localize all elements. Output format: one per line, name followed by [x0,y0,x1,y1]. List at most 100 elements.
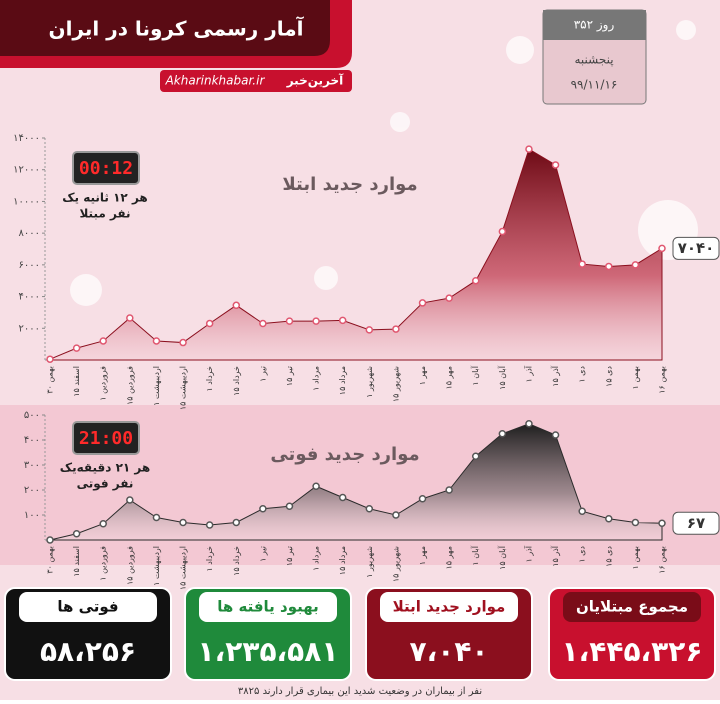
x-tick-label: ۱۵ مهر [445,546,454,570]
point [259,319,267,328]
x-tick-label: ۱ شهریور [365,546,374,578]
date-head [543,10,646,40]
stat-value: ۱،۴۴۵،۳۲۶ [562,635,703,668]
x-tick-label: ۱۵ آبان [497,545,507,570]
point [99,520,107,528]
x-tick-label: ۱۵ دی [604,546,613,567]
x-tick-label: ۱۵ خرداد [232,546,241,576]
x-tick-label: ۱۵ شهریور [391,546,400,582]
point [392,511,400,519]
value-label-box [672,511,720,535]
point [312,482,320,490]
stat-value: ۵۸،۲۵۶ [40,635,136,668]
annotation-line1: هر ۲۱ دقیقه‌یک [60,461,150,475]
x-tick-label: ۱۵ شهریور [391,366,400,402]
x-tick-label: ۱ مرداد [312,546,321,571]
y-tick-label: ۶۰۰۰ [19,260,40,271]
x-tick-label: ۱۵ مرداد [338,546,347,575]
x-tick-label: ۱ تیر [258,366,267,382]
x-tick-label: ۱ بهمن [631,366,640,389]
annotation-line2: نفر مبتلا [79,207,130,221]
stat-value: ۱،۲۳۵،۵۸۱ [198,635,339,668]
y-tick-label: ۱۰۰۰۰ [13,196,40,207]
x-tick-label: ۱ مهر [418,366,427,385]
date: ۹۹/۱۱/۱۶ [571,78,618,92]
point [471,452,480,460]
point [46,536,54,544]
x-tick-label: ۱ شهریور [365,366,374,398]
x-tick-label: ۱ بهمن [631,546,640,569]
x-tick-label: ۱ خرداد [205,546,214,572]
point [338,493,347,502]
logo: آخرین‌خبر [286,73,344,88]
point [658,519,666,527]
y-tick-label: ۵۰۰ [24,410,40,421]
x-tick-label: ۱۵ آبان [497,365,507,390]
x-tick-label: ۳۰ بهمن [46,546,55,574]
x-tick-label: ۱ آذر [523,365,533,382]
x-tick-label: ۱۶ بهمن [658,546,667,574]
x-tick-label: ۱۵ اردیبهشت [179,546,188,590]
stat-head [19,592,157,622]
point [392,325,400,333]
x-tick-label: ۱۶ بهمن [658,366,667,394]
point [578,507,586,515]
point [445,486,453,494]
point [312,317,320,325]
x-tick-label: ۱۵ آذر [550,545,560,567]
point [205,319,214,328]
x-tick-label: ۱ تیر [258,546,267,562]
point [285,317,294,325]
point [498,430,507,438]
x-tick-label: ۱ آذر [523,545,533,562]
point [72,530,81,538]
y-tick-label: ۱۴۰۰۰ [13,133,40,144]
point [259,505,267,513]
x-tick-label: ۱۵ فروردین [125,546,134,585]
point [445,294,453,302]
point [232,518,241,527]
x-tick-label: ۱۵ تیر [285,366,294,386]
point [578,260,586,268]
footer-line1: ۳۸۲۵ نفر از بیماران در وضعیت شدید این بی… [238,686,482,697]
point [365,505,374,513]
stat-head [563,592,701,622]
x-tick-label: ۱۵ مرداد [338,366,347,395]
y-tick-label: ۴۰۰۰ [19,292,40,303]
y-tick-label: ۲۰۰۰ [19,323,40,334]
x-tick-label: ۱۵ اردیبهشت [179,366,188,410]
point [126,314,134,322]
chart-title: موارد جدید ابتلا [282,174,417,195]
y-tick-label: ۱۰۰ [24,510,40,521]
point [418,299,427,307]
x-tick-label: ۱۵ مهر [445,366,454,390]
point [99,337,107,345]
point [631,261,640,269]
stat-head [380,592,518,622]
point [285,502,294,510]
stat-label: فوتی ها [57,598,118,616]
point [418,495,427,503]
point [205,521,214,529]
stat-value: ۷،۰۴۰ [410,635,489,668]
point [525,420,533,428]
point [232,301,241,310]
stat-head [199,592,337,622]
clock-time: 00:12 [79,158,133,179]
value-label: ۶۷ [687,514,705,532]
x-tick-label: ۱ آبان [470,545,480,565]
site: Akharinkhabar.ir [165,74,266,88]
title: آمار رسمی کرونا در ایران [49,16,305,41]
y-tick-label: ۱۲۰۰۰ [13,165,40,176]
clock [72,151,140,185]
x-tick-label: ۱ آبان [470,365,480,385]
point [365,326,374,334]
clock [72,421,140,455]
x-tick-label: ۱۵ دی [604,366,613,387]
stat-label: موارد جدید ابتلا [393,598,506,616]
x-tick-label: ۱۵ آذر [550,365,560,387]
title-inner [0,0,330,56]
area [49,423,663,541]
point [179,338,187,347]
